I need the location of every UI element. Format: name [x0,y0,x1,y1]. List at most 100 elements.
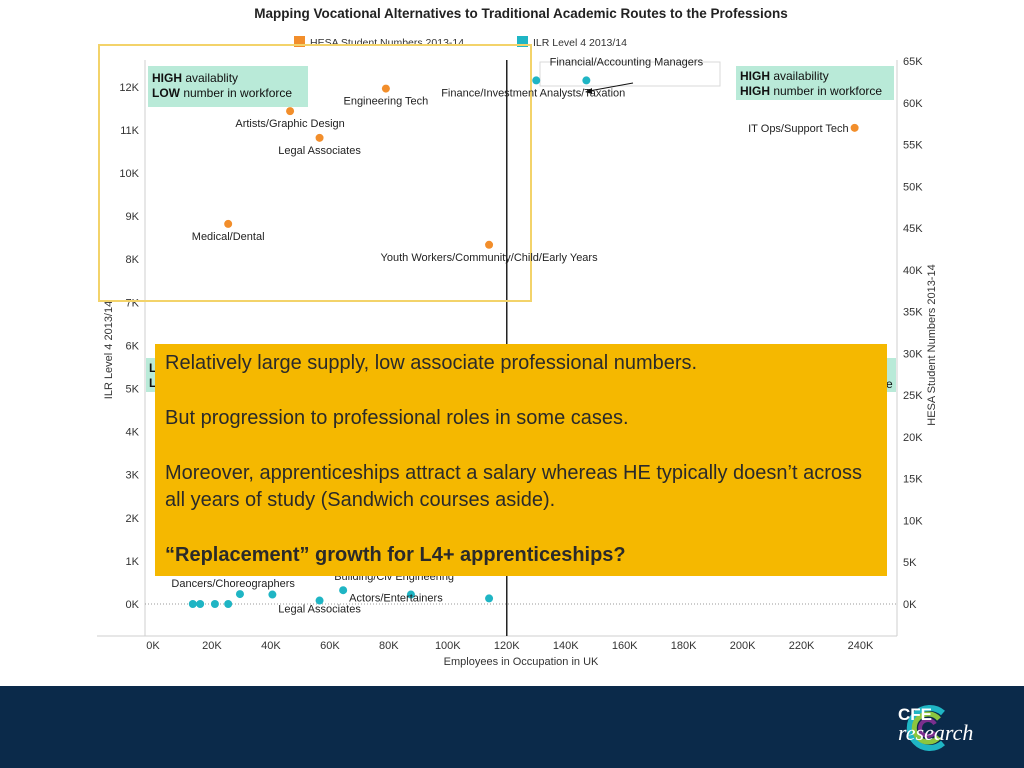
x-tick-label: 200K [730,640,756,652]
annotation-arrow [588,82,634,92]
annotation-box-financial [539,61,721,87]
data-point-label: Financial/Accounting Managers [550,56,704,68]
y-right-tick-label: 40K [903,265,923,277]
quadrant-word: number in workforce [180,86,292,100]
data-point [268,590,277,599]
y-right-tick-label: 20K [903,432,923,444]
y-right-tick-label: 25K [903,390,923,402]
annotation-arrowhead [585,88,592,94]
y-left-tick-label: 12K [119,82,139,94]
x-tick-label: 120K [494,640,520,652]
hidden-quadrant-fragment: e [886,377,893,391]
y-left-tick-label: 8K [126,254,140,266]
x-axis-label: Employees in Occupation in UK [444,656,599,668]
highlight-region [98,44,532,302]
y-right-tick-label: 35K [903,307,923,319]
data-point [381,84,390,93]
quadrant-label-high-low: HIGH availablity LOW number in workforce [148,66,308,107]
data-points [188,76,859,608]
quadrant-word: availability [770,69,829,83]
data-point [582,76,591,85]
x-tick-label: 20K [202,640,222,652]
hidden-quadrant-fragment: L [149,376,156,390]
chart-title: Mapping Vocational Alternatives to Tradi… [254,6,788,21]
quadrant-word: availablity [182,71,238,85]
logo-top-text: CFE [898,705,932,724]
data-point [224,600,233,608]
x-tick-label: 0K [146,640,160,652]
y-right-tick-label: 30K [903,348,923,360]
data-point-label: Artists/Graphic Design [235,118,344,130]
y-left-tick-label: 11K [120,125,139,137]
y-left-tick-label: 10K [119,168,139,180]
quadrant-text-high-high: HIGH availability [740,69,829,83]
data-point [224,219,233,228]
x-tick-label: 220K [789,640,815,652]
y-right-tick-label: 50K [903,181,923,193]
data-point-label: Engineering Tech [343,96,428,108]
y-left-tick-label: 3K [126,470,140,482]
x-tick-label: 80K [379,640,399,652]
y-right-tick-label: 55K [903,140,923,152]
callout-line-3: Moreover, apprenticeships attract a sala… [165,462,862,511]
logo-bottom-text: research [898,720,974,745]
data-point-label: Youth Workers/Community/Child/Early Year… [381,252,599,264]
data-point-label: Actors/Entertainers [349,593,443,605]
y-right-tick-label: 45K [903,223,923,235]
quadrant-label-high-high: HIGH availability HIGH number in workfor… [736,66,894,100]
callout-line-1: Relatively large supply, low associate p… [165,352,698,374]
y-left-tick-label: 9K [126,211,140,223]
y-right-tick-label: 65K [903,56,923,68]
quadrant-word: HIGH [740,69,770,83]
y-left-axis-ticks: 0K 1K 2K 3K 4K 5K 6K 7K 8K 9K 10K 11K 12K [119,82,139,611]
x-tick-label: 60K [320,640,340,652]
data-point [286,107,295,116]
y-right-tick-label: 15K [903,474,923,486]
data-point-label: Medical/Dental [192,231,265,243]
quadrant-word: HIGH [740,84,770,98]
cfe-logo-icon [906,705,945,751]
x-tick-label: 40K [261,640,281,652]
data-point-label: Legal Associates [278,145,361,157]
hidden-quadrant-box-right [884,358,896,392]
callout-line-4: “Replacement” growth for L4+ apprentices… [165,544,626,566]
quadrant-word: number in workforce [770,84,882,98]
data-point [196,600,205,608]
data-point [210,600,219,608]
legend-swatch-hesa [294,36,305,47]
y-right-axis-label: HESA Student Numbers 2013-14 [926,264,938,425]
data-point [485,240,494,249]
data-point [406,590,415,599]
callout-line-2: But progression to professional roles in… [165,407,629,429]
cfe-logo: CFE research [898,706,973,744]
data-point [188,600,197,608]
x-axis-ticks: 0K 20K 40K 60K 80K 100K 120K 140K 160K 180K 200K 22… [146,640,874,652]
y-left-tick-label: 7K [126,297,140,309]
data-point-label: IT Ops/Support Tech [748,123,848,135]
y-left-tick-label: 4K [126,427,140,439]
quadrant-box-high-low [148,66,308,107]
x-tick-label: 140K [553,640,579,652]
legend-swatch-ilr [517,36,528,47]
x-tick-label: 100K [435,640,461,652]
hidden-quadrant-fragment: L [149,361,156,375]
data-point [315,133,324,142]
x-tick-label: 180K [671,640,697,652]
quadrant-text-high-low: HIGH availablity [152,71,238,85]
y-right-tick-label: 5K [903,557,917,569]
x-tick-label: 240K [848,640,874,652]
quadrant-text-high-high-2: HIGH number in workforce [740,84,882,98]
footer-bar [0,686,1024,768]
data-point [339,586,348,595]
quadrant-box-high-high [736,66,894,100]
y-left-axis-label: ILR Level 4 2013/14 [103,301,115,399]
data-point-label: Finance/Investment Analysts/Taxation [441,87,625,99]
data-point [315,596,324,605]
quadrant-word: HIGH [152,71,182,85]
scatter-chart: Mapping Vocational Alternatives to Tradi… [97,6,938,668]
y-right-axis-ticks: 0K 5K 10K 15K 20K 25K 30K 35K 40K 45K 50K 55K 60K 65K [903,56,923,611]
y-left-tick-label: 1K [126,556,140,568]
data-point [235,590,244,599]
y-left-tick-label: 0K [126,599,140,611]
y-left-tick-label: 6K [126,340,140,352]
